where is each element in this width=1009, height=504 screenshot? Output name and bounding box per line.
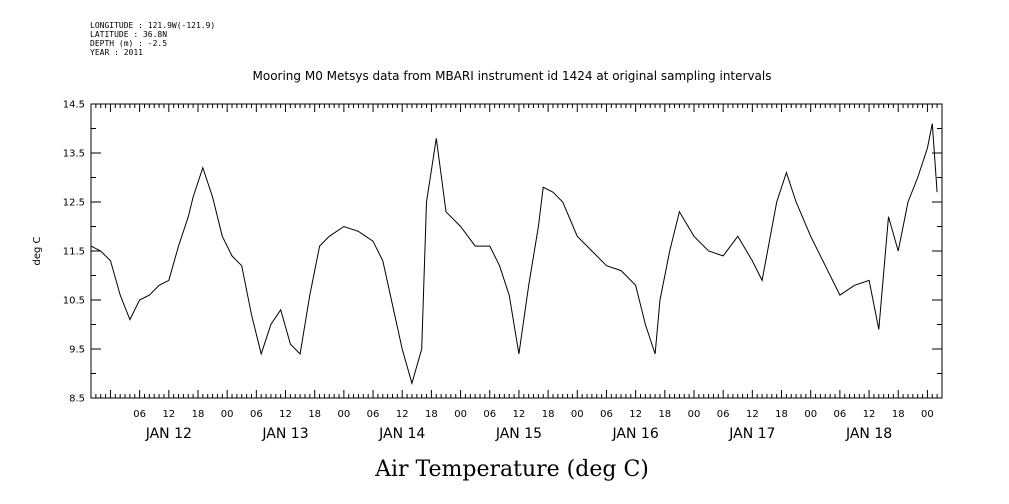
hour-tick-label: 00	[804, 409, 817, 420]
hour-tick-label: 06	[483, 409, 496, 420]
day-label: JAN 12	[145, 426, 192, 442]
hour-tick-label: 06	[834, 409, 847, 420]
hour-tick-label: 06	[367, 409, 380, 420]
series-line	[90, 123, 938, 386]
hour-tick-label: 06	[600, 409, 613, 420]
day-label: JAN 16	[612, 426, 659, 442]
hour-tick-label: 00	[688, 409, 701, 420]
y-tick-label: 8.5	[69, 394, 85, 405]
year-text: YEAR : 2011	[90, 48, 143, 57]
hour-tick-label: 18	[308, 409, 321, 420]
depth-text: DEPTH (m) : -2.5	[90, 39, 168, 48]
day-label: JAN 15	[495, 426, 542, 442]
hour-tick-label: 12	[396, 409, 409, 420]
hour-tick-label: 12	[162, 409, 175, 420]
x-axis-label: Air Temperature (deg C)	[374, 457, 649, 482]
plot-frame	[90, 103, 943, 399]
latitude-text: LATITUDE : 36.8N	[90, 30, 168, 39]
hour-tick-label: 00	[221, 409, 234, 420]
hour-tick-label: 06	[717, 409, 730, 420]
day-label: JAN 14	[378, 426, 425, 442]
hour-tick-label: 00	[338, 409, 351, 420]
station-metadata: LONGITUDE : 121.9W(-121.9) LATITUDE : 36…	[90, 21, 215, 57]
hour-tick-label: 12	[279, 409, 292, 420]
hour-tick-label: 18	[658, 409, 671, 420]
hour-tick-label: 18	[542, 409, 555, 420]
y-tick-label: 9.5	[69, 345, 85, 356]
hour-tick-label: 18	[425, 409, 438, 420]
hour-tick-label: 18	[892, 409, 905, 420]
hour-tick-label: 12	[513, 409, 526, 420]
hour-tick-label: 12	[746, 409, 759, 420]
y-tick-label: 12.5	[63, 198, 85, 209]
hour-tick-label: 12	[863, 409, 876, 420]
y-axis-label: deg C	[32, 236, 43, 265]
hour-tick-label: 00	[571, 409, 584, 420]
y-tick-label: 14.5	[63, 100, 85, 111]
hour-tick-label: 00	[921, 409, 934, 420]
hour-tick-label: 12	[629, 409, 642, 420]
day-label: JAN 13	[261, 426, 308, 442]
longitude-text: LONGITUDE : 121.9W(-121.9)	[90, 21, 216, 30]
hour-tick-label: 18	[192, 409, 205, 420]
hour-tick-label: 06	[133, 409, 146, 420]
axis-labels: 8.5 9.5 10.5 11.5 12.5 13.5 14.5 06 12 18 00 06 12 18…	[63, 100, 934, 443]
axis-ticks	[91, 103, 943, 399]
hour-tick-label: 00	[454, 409, 467, 420]
y-tick-label: 10.5	[63, 296, 85, 307]
y-tick-label: 11.5	[63, 247, 85, 258]
hour-tick-label: 06	[250, 409, 263, 420]
y-tick-label: 13.5	[63, 149, 85, 160]
chart-title: Mooring M0 Metsys data from MBARI instru…	[253, 69, 772, 83]
day-label: JAN 18	[845, 426, 892, 442]
hour-tick-label: 18	[775, 409, 788, 420]
day-label: JAN 17	[728, 426, 775, 442]
